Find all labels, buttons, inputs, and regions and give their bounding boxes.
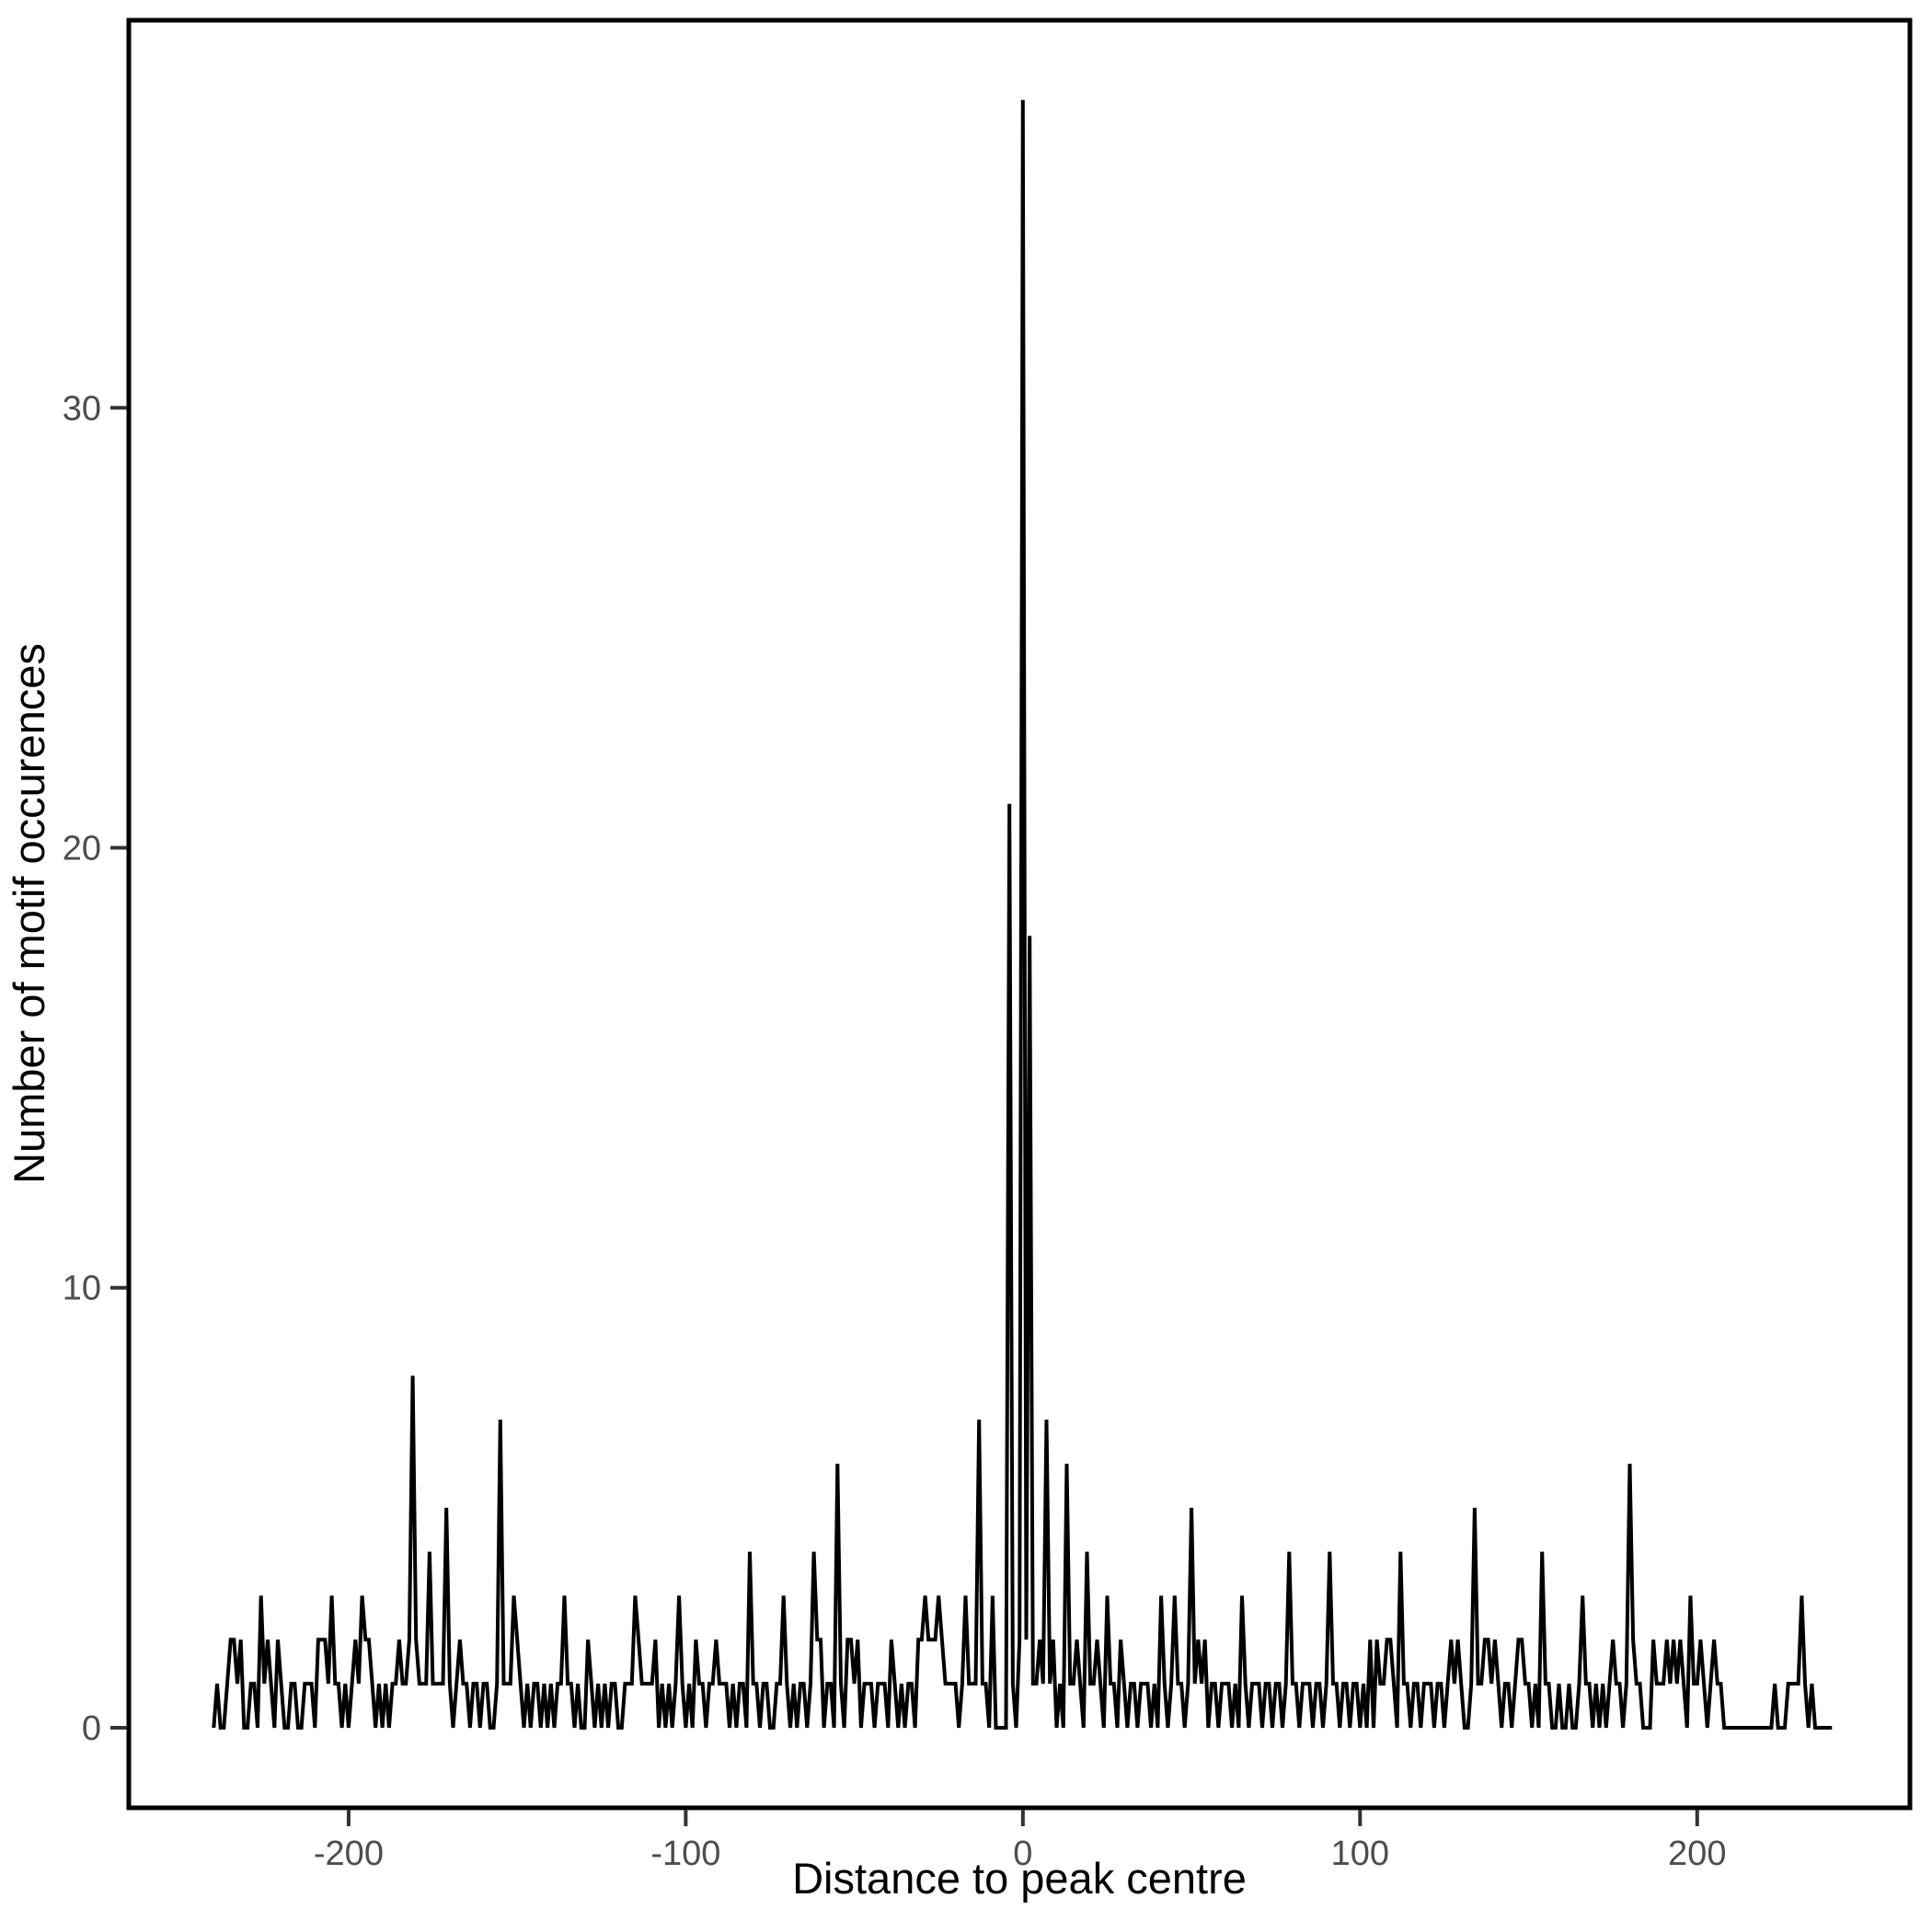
y-axis-title: Number of motif occurences [5,643,53,1184]
x-tick-label: -100 [650,1834,720,1873]
y-tick-label: 10 [63,1270,101,1308]
panel-border [126,17,1913,1811]
x-tick-label: -200 [314,1834,384,1873]
x-axis-title: Distance to peak centre [792,1854,1247,1903]
x-tick-label: 100 [1331,1834,1389,1873]
data-line [212,99,1833,1730]
x-tick-label: 0 [1013,1834,1032,1873]
y-tick-label: 30 [63,389,101,428]
x-tick-label: 200 [1668,1834,1726,1873]
y-tick-label: 0 [82,1709,101,1748]
axis-ticks: -200 -100 0 100 200 0 10 20 30 [63,389,1727,1873]
y-tick-label: 20 [63,830,101,868]
